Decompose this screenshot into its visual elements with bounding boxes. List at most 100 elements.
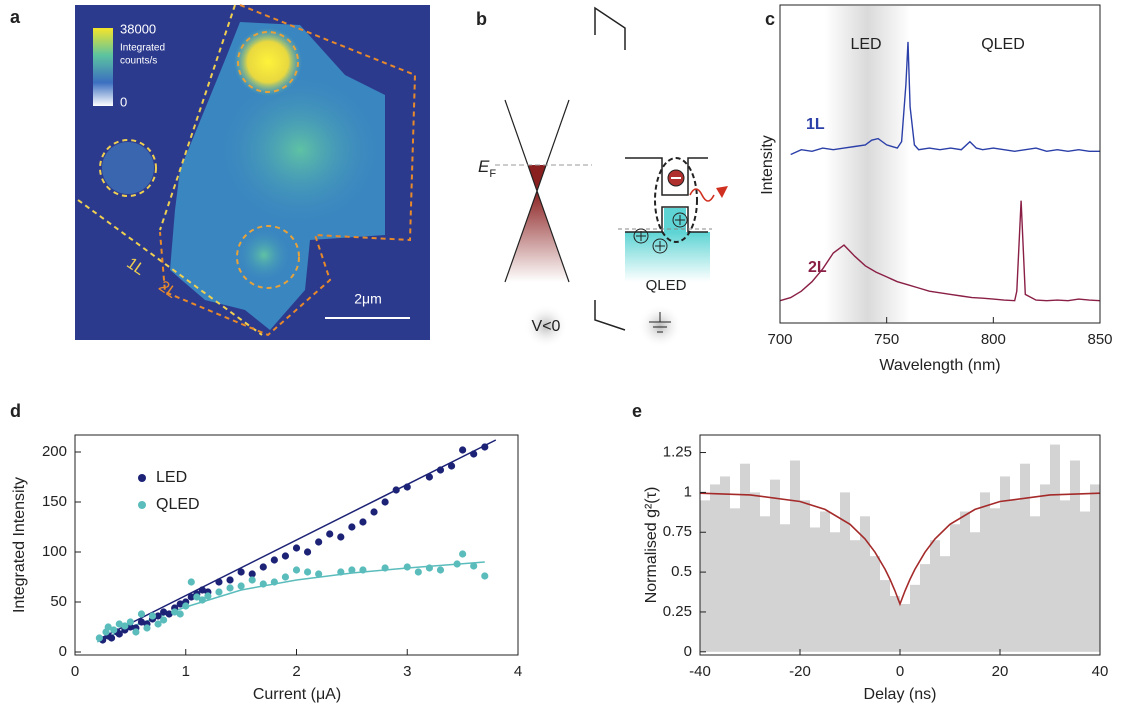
x-tick-label: 0 <box>896 663 904 680</box>
spectrum <box>790 41 1100 156</box>
histogram-bar <box>790 460 800 652</box>
panel-label: a <box>10 7 21 27</box>
data-point <box>187 578 195 586</box>
histogram-bar <box>1030 516 1040 652</box>
valence-band <box>625 232 710 282</box>
histogram-bar <box>850 540 860 652</box>
histogram-bar <box>1010 500 1020 652</box>
y-tick-label: 0.5 <box>671 563 692 580</box>
histogram-bar <box>890 596 900 652</box>
histogram-bar <box>920 564 930 652</box>
y-tick-label: 200 <box>42 443 67 460</box>
histogram-bar <box>910 584 920 652</box>
panel-label: c <box>765 9 775 29</box>
flake-glow <box>220 75 380 225</box>
well <box>664 208 686 234</box>
device-label: QLED <box>646 277 687 294</box>
x-tick-label: 20 <box>992 663 1009 680</box>
data-point <box>115 620 123 628</box>
data-point <box>470 562 478 570</box>
edge-1l <box>159 4 236 231</box>
plus <box>655 241 665 251</box>
y-axis-label: Normalised g²(τ) <box>643 487 660 604</box>
bias-label: V<0 <box>532 318 561 335</box>
histogram-bar <box>780 524 790 652</box>
plus <box>636 231 646 241</box>
data-point <box>121 622 129 630</box>
ground <box>649 312 671 333</box>
data-point <box>126 618 134 626</box>
outlines <box>77 4 417 337</box>
x-axis-label: Current (μA) <box>253 686 341 703</box>
exciton <box>654 157 698 243</box>
histogram-bar <box>820 511 830 652</box>
colorbar <box>93 28 113 106</box>
spot <box>102 142 154 194</box>
data-point <box>453 560 461 568</box>
y-tick-label: 150 <box>42 493 67 510</box>
histogram-bar <box>980 492 990 652</box>
data-point <box>370 508 378 516</box>
circle-outline <box>237 31 299 93</box>
plot-frame <box>779 4 1101 324</box>
data-point <box>148 612 157 620</box>
data-point <box>292 544 301 552</box>
histogram-bar <box>1080 511 1090 652</box>
histogram-bar <box>950 524 960 652</box>
histogram-bar <box>960 511 970 652</box>
data-point <box>326 530 334 538</box>
x-tick-label: 750 <box>874 331 899 348</box>
colorbar-min: 0 <box>120 94 127 109</box>
data-point <box>381 498 389 506</box>
histogram-bar <box>1070 460 1080 652</box>
histogram-bar <box>770 479 780 652</box>
y-tick-label: 100 <box>42 543 67 560</box>
data-point <box>481 443 489 451</box>
x-tick-label: 850 <box>1087 331 1112 348</box>
data-point <box>204 592 212 600</box>
data-point <box>176 600 184 608</box>
data-point <box>259 563 267 571</box>
data-point <box>182 602 190 610</box>
spot <box>238 229 290 281</box>
x-tick-label: 40 <box>1092 663 1109 680</box>
data-point <box>226 576 234 584</box>
histogram-bar <box>730 508 740 652</box>
data-point <box>315 570 323 578</box>
data-point <box>447 462 456 470</box>
data-point <box>303 568 312 576</box>
data-point <box>215 588 223 596</box>
data-point <box>303 548 312 556</box>
histogram-bar <box>990 508 1000 652</box>
colorbar-max: 38000 <box>120 21 156 36</box>
x-tick-label: 700 <box>767 331 792 348</box>
data-point <box>292 566 301 574</box>
data-point <box>154 612 162 620</box>
holes <box>633 212 688 254</box>
histogram-bar <box>740 463 750 652</box>
fermi-subscript: F <box>489 168 496 180</box>
annotation: QLED <box>981 36 1025 53</box>
led-band <box>825 6 910 322</box>
data-point <box>160 608 168 616</box>
conduction-edge <box>625 157 708 196</box>
data-point <box>459 446 467 454</box>
histogram-bar <box>710 484 720 652</box>
data-point <box>215 578 223 586</box>
data-point <box>226 584 234 592</box>
data-point <box>315 538 323 546</box>
histogram-bar <box>830 532 840 652</box>
shade <box>638 304 682 348</box>
circle-outline <box>99 139 157 197</box>
histogram-bar <box>760 516 770 652</box>
annotation: LED <box>850 36 881 53</box>
data-point <box>436 466 445 474</box>
data-point <box>403 563 411 571</box>
legend-marker <box>138 474 146 482</box>
data-point <box>337 568 345 576</box>
data-point <box>198 586 206 594</box>
x-tick-label: -20 <box>789 663 811 680</box>
data-point <box>137 618 146 626</box>
data-point <box>359 566 367 574</box>
